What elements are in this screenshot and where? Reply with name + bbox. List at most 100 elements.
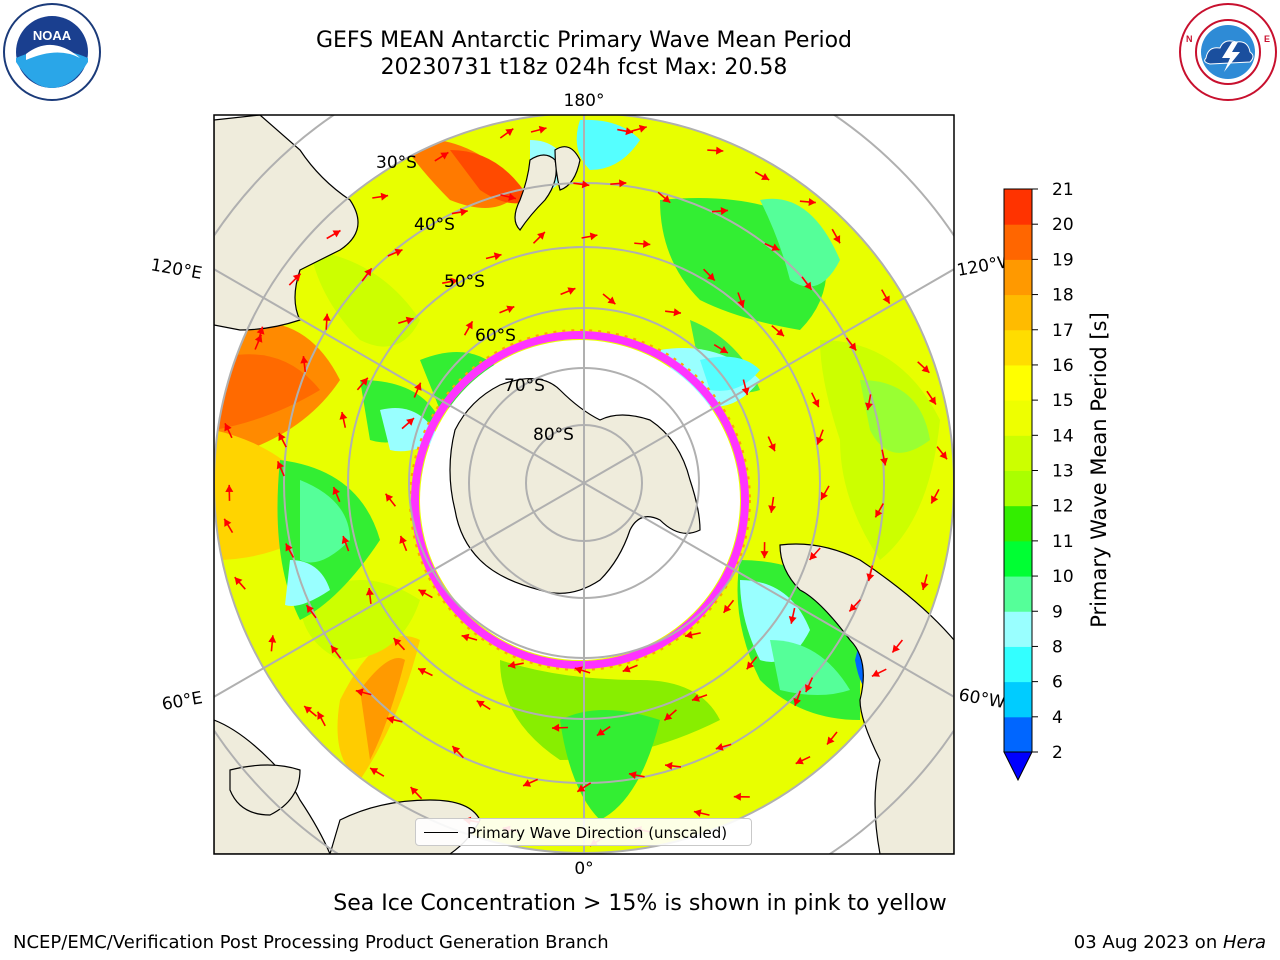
colorbar-tick-label: 9	[1052, 602, 1063, 622]
wave-direction-arrowhead	[921, 365, 930, 373]
wave-direction-arrowhead	[452, 746, 461, 754]
wave-direction-arrowhead	[406, 418, 414, 426]
wave-direction-arrowhead	[607, 296, 616, 305]
wave-direction-arrowhead	[625, 127, 633, 136]
wave-direction-arrowhead	[364, 268, 372, 277]
wave-direction-arrowhead	[386, 715, 395, 724]
colorbar-tick-label: 4	[1052, 708, 1063, 728]
colorbar-tick-label: 21	[1052, 180, 1074, 200]
wave-direction-arrowhead	[234, 577, 243, 586]
wave-direction-arrowhead	[733, 792, 741, 801]
map-legend: Primary Wave Direction (unscaled)	[415, 818, 752, 846]
colorbar-tick-label: 8	[1052, 637, 1063, 657]
colorbar-tick-label: 15	[1052, 391, 1074, 411]
wave-direction-arrowhead	[619, 179, 627, 188]
colorbar-tick-label: 13	[1052, 462, 1074, 482]
wave-direction-arrowhead	[723, 604, 732, 613]
nws-logo: N E	[1179, 3, 1277, 101]
wave-direction-arrowhead	[285, 543, 293, 552]
wave-direction-arrowhead	[306, 605, 314, 614]
wave-direction-arrowhead	[746, 661, 755, 670]
colorbar-tick-label: 12	[1052, 497, 1074, 517]
wave-direction-arrowhead	[399, 535, 407, 544]
wave-direction-arrowhead	[719, 346, 728, 353]
wave-direction-arrowhead	[394, 248, 403, 257]
wave-direction-arrowhead	[278, 432, 286, 441]
wave-direction-arrowhead	[849, 603, 858, 612]
wave-direction-arrowhead	[224, 518, 232, 527]
wave-direction-arrowhead	[848, 342, 857, 351]
wave-direction-arrowhead	[304, 706, 313, 714]
lat-label-70s: 70°S	[504, 376, 545, 396]
wave-direction-arrowhead	[741, 387, 750, 396]
wave-direction-arrowhead	[393, 638, 402, 646]
wave-direction-arrowhead	[920, 582, 929, 590]
colorbar-tick-label: 18	[1052, 286, 1074, 306]
colorbar-segment	[1004, 400, 1032, 436]
wave-direction-arrowhead	[581, 180, 590, 189]
colorbar-segment	[1004, 540, 1032, 577]
wave-direction-arrowhead	[331, 645, 339, 654]
wave-direction-arrowhead	[365, 588, 374, 596]
wave-direction-arrowhead	[405, 316, 414, 325]
wave-direction-arrowhead	[537, 232, 545, 240]
wave-direction-arrowhead	[816, 436, 824, 445]
sea-ice-caption: Sea Ice Concentration > 15% is shown in …	[333, 891, 947, 916]
wave-direction-arrowhead	[461, 633, 470, 642]
page-title: GEFS MEAN Antarctic Primary Wave Mean Pe…	[315, 28, 853, 53]
wave-direction-arrowhead	[865, 402, 873, 411]
wave-direction-arrowhead	[506, 305, 515, 313]
footer-host: Hera	[1222, 932, 1266, 953]
wave-direction-arrowhead	[768, 505, 777, 513]
wave-direction-arrowhead	[628, 771, 637, 779]
wave-direction-arrowhead	[664, 712, 673, 721]
wave-direction-arrowhead	[418, 589, 427, 597]
graticule	[214, 115, 954, 854]
wave-direction-arrowhead	[795, 756, 804, 765]
wave-direction-arrowhead	[809, 552, 818, 560]
lat-label-30s: 30°S	[376, 153, 417, 173]
wave-direction-arrowhead	[673, 308, 681, 317]
wave-direction-arrowhead	[812, 399, 820, 408]
colorbar-segment	[1004, 470, 1032, 507]
colorbar-tick-label: 6	[1052, 673, 1063, 693]
wave-direction-arrowhead	[339, 412, 348, 420]
wave-direction-arrowhead	[332, 487, 340, 495]
footer-date: 03 Aug 2023 on Hera	[1074, 932, 1266, 953]
wave-direction-arrowhead	[892, 644, 900, 653]
footer-branch: NCEP/EMC/Verification Post Processing Pr…	[13, 932, 609, 953]
colorbar-segment	[1004, 364, 1032, 401]
colorbar-segment	[1004, 716, 1032, 753]
colorbar-segment	[1004, 646, 1032, 683]
colorbar-segment	[1004, 576, 1032, 612]
wave-direction-arrowhead	[341, 536, 350, 544]
colorbar-segment	[1004, 259, 1032, 296]
wave-direction-arrowhead	[385, 493, 394, 502]
wave-direction-arrowhead	[256, 326, 265, 335]
wave-direction-arrowhead	[538, 125, 547, 134]
lon-label-180: 180°	[564, 91, 605, 111]
colorbar-tick-label: 19	[1052, 250, 1074, 270]
wave-direction-arrowhead	[662, 195, 671, 203]
wave-direction-arrowhead	[300, 356, 309, 364]
wave-direction-arrowhead	[414, 382, 422, 391]
colorbar-tick-label: 11	[1052, 532, 1074, 552]
wave-direction-arrowhead	[793, 697, 801, 706]
wave-direction-arrowhead	[450, 277, 458, 286]
colorbar-tick-label: 16	[1052, 356, 1074, 376]
wave-direction-arrowhead	[577, 784, 586, 792]
wave-direction-arrowhead	[685, 630, 693, 639]
lat-label-40s: 40°S	[414, 215, 455, 235]
wave-direction-arrowhead	[768, 443, 776, 452]
wave-direction-arrowhead	[476, 700, 485, 708]
colorbar-segment	[1004, 681, 1032, 718]
wave-direction-arrowhead	[880, 457, 888, 466]
wave-direction-arrowhead	[931, 495, 939, 504]
wave-direction-arrowhead	[827, 736, 835, 745]
wave-direction-arrowhead	[776, 328, 784, 337]
lat-label-50s: 50°S	[444, 272, 485, 292]
colorbar-tick-label: 17	[1052, 321, 1074, 341]
wave-direction-arrowhead	[928, 396, 936, 405]
wave-direction-arrowhead	[360, 377, 368, 386]
wave-direction-arrowhead	[692, 694, 700, 702]
